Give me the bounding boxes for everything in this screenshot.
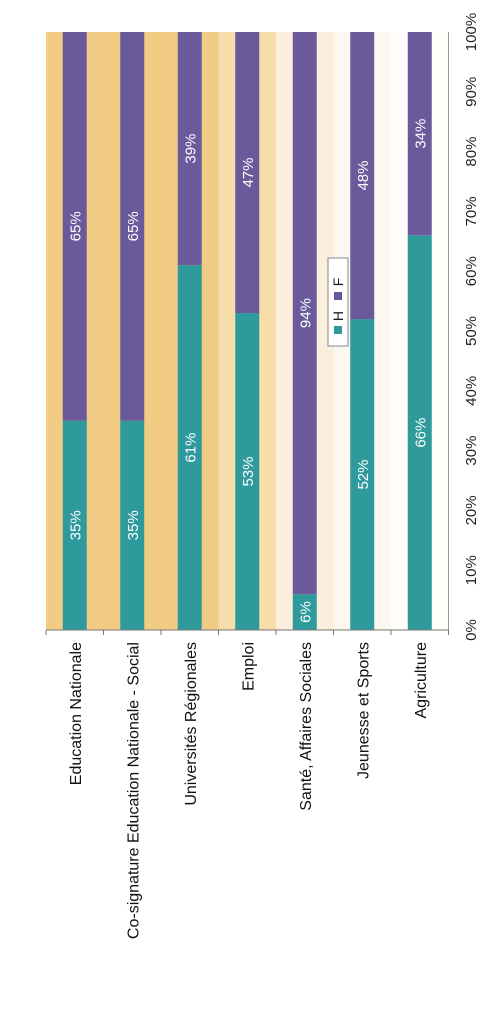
value-tick-label-1: 10% — [463, 555, 480, 585]
bar-f-universites-regionales — [177, 32, 202, 266]
bar-h-education-nationale — [62, 420, 87, 630]
category-label-sante-affaires-sociales: Santé, Affaires Sociales — [298, 642, 315, 811]
data-label-h-agriculture: 66% — [413, 418, 430, 448]
value-tick-label-4: 40% — [463, 376, 480, 406]
category-label-jeunesse-et-sports: Jeunesse et Sports — [355, 642, 372, 779]
bar-f-jeunesse-et-sports — [350, 32, 375, 320]
bar-h-agriculture — [407, 235, 432, 630]
data-label-h-co-signature-education-nationale-social: 35% — [125, 510, 142, 540]
bar-h-jeunesse-et-sports — [350, 319, 375, 630]
bar-h-co-signature-education-nationale-social — [120, 420, 145, 630]
data-label-h-jeunesse-et-sports: 52% — [355, 460, 372, 490]
bar-f-agriculture — [407, 32, 432, 236]
value-tick-label-0: 0% — [463, 619, 480, 641]
data-label-f-education-nationale: 65% — [68, 211, 85, 241]
data-label-f-universites-regionales: 39% — [183, 134, 200, 164]
data-label-f-emploi: 47% — [240, 158, 257, 188]
legend-swatch-f — [334, 292, 342, 300]
value-tick-label-3: 30% — [463, 436, 480, 466]
bar-f-sante-affaires-sociales — [292, 32, 317, 595]
bar-f-education-nationale — [62, 32, 87, 421]
data-label-h-emploi: 53% — [240, 457, 257, 487]
value-tick-label-5: 50% — [463, 316, 480, 346]
value-tick-label-6: 60% — [463, 256, 480, 286]
legend-label-f: F — [330, 278, 346, 287]
value-tick-label-10: 100% — [463, 13, 480, 51]
category-label-universites-regionales: Universités Régionales — [183, 642, 200, 806]
category-label-emploi: Emploi — [240, 642, 257, 691]
data-label-f-co-signature-education-nationale-social: 65% — [125, 211, 142, 241]
data-label-f-jeunesse-et-sports: 48% — [355, 161, 372, 191]
bar-h-sante-affaires-sociales — [292, 594, 317, 630]
bar-f-emploi — [235, 32, 260, 314]
data-label-h-sante-affaires-sociales: 6% — [298, 601, 315, 623]
bar-f-co-signature-education-nationale-social — [120, 32, 145, 421]
data-label-h-universites-regionales: 61% — [183, 433, 200, 463]
data-label-f-agriculture: 34% — [413, 119, 430, 149]
bar-h-universites-regionales — [177, 265, 202, 630]
value-tick-label-7: 70% — [463, 196, 480, 226]
legend-box — [327, 257, 349, 347]
value-tick-label-8: 80% — [463, 137, 480, 167]
category-label-agriculture: Agriculture — [413, 642, 430, 719]
value-tick-label-9: 90% — [463, 77, 480, 107]
bar-h-emploi — [235, 313, 260, 630]
value-tick-label-2: 20% — [463, 495, 480, 525]
data-label-f-sante-affaires-sociales: 94% — [298, 298, 315, 328]
legend-swatch-h — [334, 326, 342, 334]
data-label-h-education-nationale: 35% — [68, 510, 85, 540]
category-label-co-signature-education-nationale-social: Co-signature Education Nationale - Socia… — [125, 642, 142, 939]
category-label-education-nationale: Education Nationale — [68, 642, 85, 785]
legend-label-h: H — [330, 311, 346, 321]
